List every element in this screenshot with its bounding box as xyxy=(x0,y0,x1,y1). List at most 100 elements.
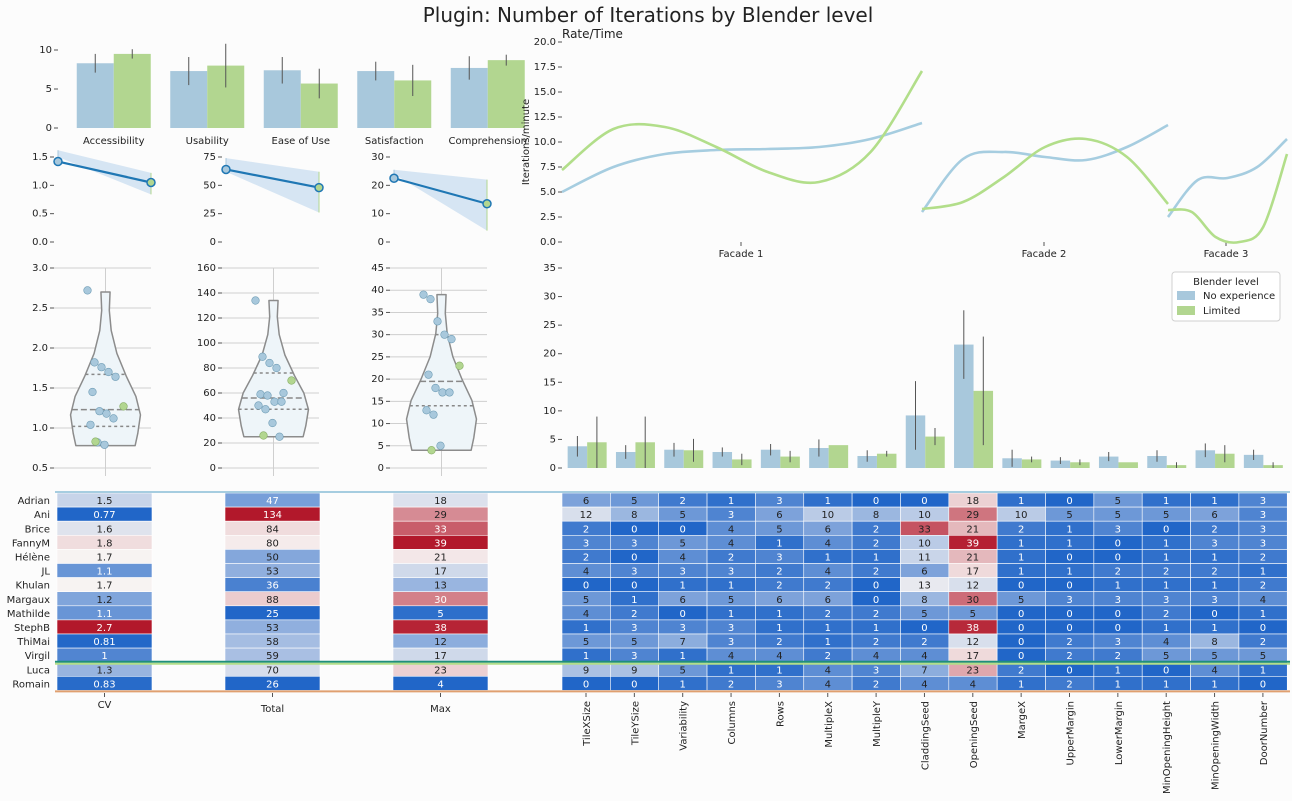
violin-y-tick-label: 100 xyxy=(197,338,216,349)
heatmap-param-value: 4 xyxy=(825,679,831,690)
heatmap-param-value: 2 xyxy=(1066,651,1072,662)
heatmap-param-value: 21 xyxy=(966,524,979,535)
heatmap-param-value: 3 xyxy=(1211,538,1217,549)
heatmap-param-value: 4 xyxy=(728,524,734,535)
heatmap-row-label: Adrian xyxy=(18,496,50,507)
heatmap-param-value: 2 xyxy=(728,679,734,690)
regression-y-tick-label: 30 xyxy=(371,152,384,163)
heatmap-param-value: 0 xyxy=(1260,679,1266,690)
regression-line xyxy=(393,177,488,205)
params-bar xyxy=(760,449,781,468)
usability-category-label: Satisfaction xyxy=(365,136,424,147)
heatmap-param-value: 0 xyxy=(631,524,637,535)
params-bar xyxy=(1050,460,1071,468)
heatmap-param-value: 5 xyxy=(680,538,686,549)
heatmap-param-value: 4 xyxy=(1260,595,1266,606)
rate-series-line xyxy=(1166,138,1288,218)
violin-point-no-experience xyxy=(422,406,431,415)
heatmap-summary-value: 26 xyxy=(266,679,279,690)
heatmap-row-label: Mathilde xyxy=(7,609,50,620)
heatmap-summary-value: 70 xyxy=(266,665,279,676)
heatmap-param-value: 5 xyxy=(583,595,589,606)
heatmap-param-value: 2 xyxy=(776,581,782,592)
heatmap-param-value: 13 xyxy=(918,581,931,592)
heatmap-param-value: 1 xyxy=(1260,665,1266,676)
usability-category-label: Usability xyxy=(186,136,229,147)
params-y-tick-label: 5 xyxy=(550,434,556,445)
violin-y-tick-label: 40 xyxy=(371,285,384,296)
heatmap-summary-value: 13 xyxy=(434,581,447,592)
heatmap-param-value: 4 xyxy=(680,552,686,563)
heatmap-param-value: 1 xyxy=(1066,524,1072,535)
heatmap-param-value: 0 xyxy=(583,581,589,592)
params-bar xyxy=(1243,454,1264,468)
violin-y-tick-label: 2.0 xyxy=(32,343,48,354)
violin-point-no-experience xyxy=(102,409,111,418)
heatmap-param-column-label: Columns xyxy=(727,701,738,745)
rate-x-tick-label: Facade 2 xyxy=(1022,249,1067,260)
heatmap-summary-value: 80 xyxy=(266,538,279,549)
heatmap-param-value: 6 xyxy=(1211,510,1217,521)
params-legend-title: Blender level xyxy=(1193,277,1259,288)
heatmap-param-value: 12 xyxy=(580,510,593,521)
heatmap-param-value: 1 xyxy=(631,595,637,606)
heatmap-summary-value: 30 xyxy=(434,595,447,606)
heatmap-param-value: 1 xyxy=(728,665,734,676)
rate-y-tick-label: 17.5 xyxy=(534,62,556,73)
heatmap-param-value: 33 xyxy=(918,524,931,535)
heatmap-param-value: 0 xyxy=(1066,609,1072,620)
heatmap-summary-value: 4 xyxy=(437,679,443,690)
heatmap-param-value: 2 xyxy=(1260,637,1266,648)
heatmap-param-value: 3 xyxy=(776,552,782,563)
heatmap-param-value: 0 xyxy=(1115,623,1121,634)
violin-y-tick-label: 10 xyxy=(371,419,384,430)
heatmap-param-value: 3 xyxy=(631,651,637,662)
heatmap-param-value: 6 xyxy=(825,595,831,606)
violin-y-tick-label: 2.5 xyxy=(32,303,48,314)
heatmap-param-value: 8 xyxy=(631,510,637,521)
violin-point-no-experience xyxy=(272,363,281,373)
heatmap-param-value: 4 xyxy=(583,567,589,578)
heatmap-param-value: 2 xyxy=(1163,609,1169,620)
heatmap-param-value: 2 xyxy=(680,496,686,507)
heatmap-param-value: 1 xyxy=(1018,679,1024,690)
heatmap-param-value: 6 xyxy=(776,510,782,521)
heatmap-param-value: 1 xyxy=(825,637,831,648)
heatmap-param-value: 0 xyxy=(1018,637,1024,648)
usability-bar xyxy=(487,60,525,128)
heatmap-param-value: 5 xyxy=(1115,496,1121,507)
heatmap-param-value: 1 xyxy=(1211,552,1217,563)
heatmap-param-value: 0 xyxy=(1163,665,1169,676)
heatmap-param-value: 1 xyxy=(1163,679,1169,690)
heatmap-row-label: Brice xyxy=(25,524,50,535)
heatmap-summary-value: 1.3 xyxy=(97,665,113,676)
heatmap-row-label: Hélène xyxy=(15,551,50,563)
heatmap-summary-value: 1.8 xyxy=(97,538,113,549)
violin-body xyxy=(69,291,142,447)
heatmap-summary-value: 36 xyxy=(266,581,279,592)
heatmap-summary-value: 84 xyxy=(266,524,279,535)
violin-y-tick-label: 1.5 xyxy=(32,383,48,394)
heatmap-row-label: StephB xyxy=(14,623,50,634)
heatmap-param-value: 1 xyxy=(1018,552,1024,563)
heatmap-param-value: 1 xyxy=(776,609,782,620)
heatmap-param-column-label: MargeX xyxy=(1017,701,1028,739)
heatmap-param-value: 0 xyxy=(631,581,637,592)
heatmap-summary-value: 47 xyxy=(266,496,279,507)
params-bar xyxy=(567,446,588,468)
regression-y-tick-label: 0.0 xyxy=(32,237,48,248)
heatmap-param-value: 1 xyxy=(1018,538,1024,549)
violin-point-no-experience xyxy=(268,418,277,428)
heatmap-param-value: 3 xyxy=(1260,538,1266,549)
heatmap-param-value: 5 xyxy=(680,665,686,676)
heatmap-row-label: Luca xyxy=(27,665,50,676)
heatmap-param-value: 1 xyxy=(680,581,686,592)
heatmap-param-value: 5 xyxy=(680,510,686,521)
heatmap-param-value: 7 xyxy=(680,637,686,648)
heatmap-param-value: 6 xyxy=(680,595,686,606)
violin-y-tick-label: 3.0 xyxy=(32,263,48,274)
heatmap-param-value: 2 xyxy=(1115,651,1121,662)
heatmap-param-value: 2 xyxy=(1211,567,1217,578)
heatmap-row-label: Margaux xyxy=(7,595,51,606)
heatmap-param-value: 1 xyxy=(1211,679,1217,690)
